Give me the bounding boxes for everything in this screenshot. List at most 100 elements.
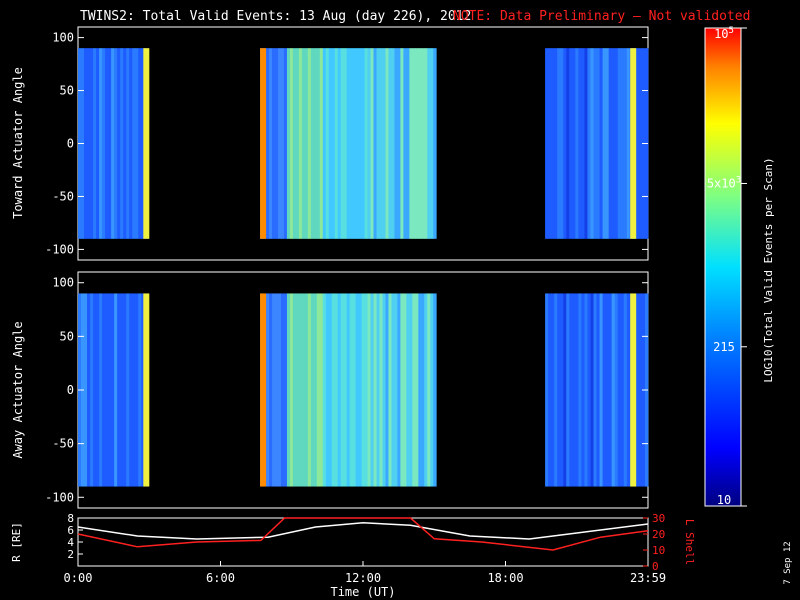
heatmap-column [310,48,315,239]
heatmap-column [620,293,625,487]
y-tick-label-left: 4 [67,536,74,549]
heatmap-column [283,293,288,487]
heatmap-column [563,48,567,239]
y-tick-label: 50 [60,84,74,98]
heatmap-column [84,48,88,239]
heatmap-column [388,48,392,239]
heatmap-column [337,48,342,239]
heatmap-column [599,48,603,239]
heatmap-column [391,293,395,487]
away-ylabel: Away Actuator Angle [11,321,25,458]
heatmap-column [418,293,422,487]
heatmap-column [433,48,437,239]
toward-ylabel: Toward Actuator Angle [11,67,25,219]
x-tick-label: 0:00 [64,571,93,585]
heatmap-column [138,48,142,239]
heatmap-column [283,48,288,239]
y-tick-label: 0 [67,383,74,397]
heatmap-column [376,293,380,487]
heatmap-column [286,293,291,487]
heatmap-column [289,48,294,239]
heatmap-column [138,293,142,487]
y-tick-label: 0 [67,137,74,151]
heatmap-column [575,48,579,239]
heatmap-column [310,293,315,487]
heatmap-column [355,293,360,487]
heatmap-column [602,48,607,239]
heatmap-column [388,293,392,487]
heatmap-column [557,48,561,239]
heatmap-column [278,293,282,487]
heatmap-column [328,48,333,239]
heatmap-column [96,293,100,487]
heatmap-column [608,48,613,239]
x-tick-label: 12:00 [345,571,381,585]
heatmap-column [563,293,567,487]
heatmap-column [409,293,413,487]
away-panel: 100 50 0 -50 -100 Away Actuator Angle [11,271,649,509]
heatmap-column [403,293,407,487]
heatmap-column [269,48,273,239]
heatmap-column [635,293,640,487]
heatmap-column [554,48,558,239]
heatmap-column [578,293,582,487]
heatmap-column [367,48,371,239]
heatmap-column [135,293,139,487]
heatmap-column [141,293,145,487]
y-tick-label-left: 6 [67,524,74,537]
heatmap-column [313,48,318,239]
heatmap-column [266,48,270,239]
heatmap-column [554,293,558,487]
heatmap-column [301,48,306,239]
heatmap-column [433,293,437,487]
heatmap-column [626,293,631,487]
heatmap-column [566,48,570,239]
heatmap-column [560,293,564,487]
heatmap-column [90,48,94,239]
heatmap-column [548,48,552,239]
heatmap-column [328,293,333,487]
heatmap-column [584,293,588,487]
orbit-ylabel-left: R [RE] [10,522,23,562]
heatmap-column [275,48,279,239]
heatmap-column [361,48,365,239]
heatmap-column [379,293,383,487]
heatmap-column [93,48,97,239]
heatmap-column [430,293,434,487]
heatmap-column [307,48,312,239]
heatmap-column [424,48,428,239]
y-tick-label: -100 [45,242,74,256]
heatmap-column [569,48,573,239]
heatmap-column [135,48,139,239]
heatmap-column [638,48,643,239]
heatmap-column [617,48,622,239]
heatmap-column [370,293,374,487]
heatmap-column [307,293,312,487]
heatmap-column [545,293,549,487]
heatmap-column [114,293,118,487]
y-tick-label-right: 0 [652,560,659,573]
heatmap-column [614,48,619,239]
heatmap-column [280,293,285,487]
heatmap-column [593,48,597,239]
heatmap-column [340,48,345,239]
heatmap-column [551,293,555,487]
heatmap-column [370,48,374,239]
heatmap-column [272,293,276,487]
heatmap-column [364,48,368,239]
heatmap-column [593,293,597,487]
heatmap-column [572,293,576,487]
heatmap-column [349,293,354,487]
heatmap-column [545,48,549,239]
y-tick-label: 100 [52,276,74,290]
x-axis-label: Time (UT) [330,585,395,599]
heatmap-column [96,48,100,239]
heatmap-column [123,293,127,487]
heatmap-column [617,293,622,487]
heatmap-column [620,48,625,239]
heatmap-column [415,48,419,239]
heatmap-bright-column [630,48,637,239]
heatmap-column [635,48,640,239]
heatmap-column [605,293,610,487]
